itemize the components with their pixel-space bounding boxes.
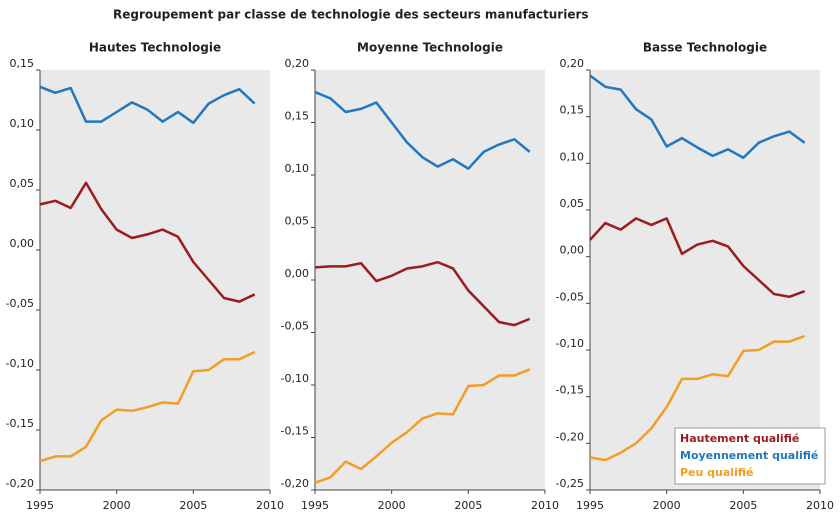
series-line xyxy=(39,181,256,303)
series-line xyxy=(314,260,531,327)
x-tick-label: 2000 xyxy=(103,499,131,512)
x-tick-label: 2010 xyxy=(256,499,284,512)
y-tick-label: -0,20 xyxy=(281,477,309,490)
x-tick-label: 1995 xyxy=(301,499,329,512)
y-tick-label: -0,15 xyxy=(6,417,34,430)
series-line xyxy=(589,334,806,462)
y-tick-label: -0,20 xyxy=(6,477,34,490)
panel-title: Hautes Technologie xyxy=(89,41,221,55)
x-tick-label: 1995 xyxy=(26,499,54,512)
y-tick-label: -0,05 xyxy=(556,290,584,303)
y-tick-label: -0,10 xyxy=(281,372,309,385)
legend: Hautement qualifié Moyennement qualifié Pe… xyxy=(674,427,826,485)
y-tick-label: 0,15 xyxy=(285,110,310,123)
x-tick-label: 2000 xyxy=(653,499,681,512)
plot-area xyxy=(590,70,820,490)
y-tick-label: 0,05 xyxy=(10,177,35,190)
x-tick-label: 2005 xyxy=(454,499,482,512)
y-tick-label: 0,20 xyxy=(285,57,310,70)
legend-label: Moyennement qualifié xyxy=(680,449,818,462)
y-tick-label: -0,20 xyxy=(556,430,584,443)
y-tick-label: 0,10 xyxy=(285,162,310,175)
y-tick-label: 0,15 xyxy=(560,104,585,117)
x-tick-label: 2010 xyxy=(531,499,559,512)
legend-box xyxy=(674,427,826,485)
y-tick-label: 0,00 xyxy=(560,244,585,257)
y-tick-label: 0,20 xyxy=(560,57,585,70)
y-tick-label: -0,10 xyxy=(556,337,584,350)
panel-title: Basse Technologie xyxy=(643,41,767,55)
series-line xyxy=(589,217,806,299)
y-tick-label: -0,25 xyxy=(556,477,584,490)
y-tick-label: -0,15 xyxy=(556,384,584,397)
y-tick-label: -0,15 xyxy=(281,425,309,438)
y-tick-label: -0,10 xyxy=(6,357,34,370)
legend-label: Hautement qualifié xyxy=(680,432,799,445)
series-line xyxy=(39,85,256,125)
x-tick-label: 2005 xyxy=(729,499,757,512)
legend-label: Peu qualifié xyxy=(680,466,753,479)
y-tick-label: 0,00 xyxy=(10,237,35,250)
y-tick-label: -0,05 xyxy=(281,320,309,333)
x-tick-label: 2010 xyxy=(806,499,834,512)
y-tick-label: 0,10 xyxy=(10,117,35,130)
series-line xyxy=(314,368,531,484)
y-tick-label: -0,05 xyxy=(6,297,34,310)
plot-area xyxy=(315,70,545,490)
y-tick-label: 0,10 xyxy=(560,150,585,163)
series-line xyxy=(314,90,531,170)
chart-title: Regroupement par classe de technologie d… xyxy=(113,8,589,22)
x-tick-label: 1995 xyxy=(576,499,604,512)
plot-area xyxy=(40,70,270,490)
y-tick-label: 0,00 xyxy=(285,267,310,280)
y-tick-label: 0,05 xyxy=(560,197,585,210)
series-line xyxy=(589,74,806,159)
panel-title: Moyenne Technologie xyxy=(357,41,503,55)
y-tick-label: 0,05 xyxy=(285,215,310,228)
x-tick-label: 2005 xyxy=(179,499,207,512)
y-tick-label: 0,15 xyxy=(10,57,35,70)
series-line xyxy=(39,350,256,463)
x-tick-label: 2000 xyxy=(378,499,406,512)
